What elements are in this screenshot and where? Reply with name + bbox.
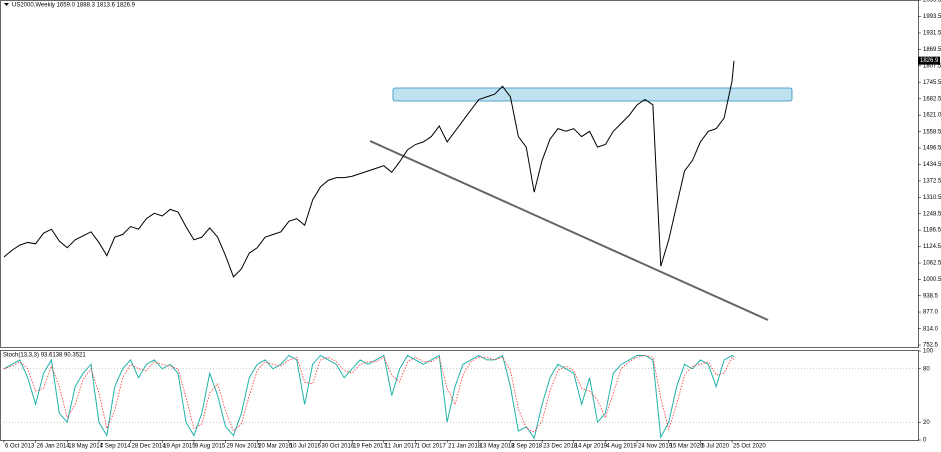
resistance-zone: [392, 87, 793, 102]
x-tick-label: 11 Jun 2017: [385, 444, 418, 450]
x-tick-label: 14 Apr 2019: [575, 444, 608, 450]
trend-line: [369, 140, 769, 321]
y-tick-label: 2055.5: [923, 0, 941, 4]
x-tick-label: 19 Apr 2015: [163, 444, 196, 450]
stoch-y-tick-label: 20: [923, 420, 930, 426]
y-tick-label: 1558.5: [923, 129, 941, 135]
y-tick-label: 1993.5: [923, 14, 941, 20]
main-panel-frame: [0, 0, 919, 348]
stoch-title: Stoch(13,3,3) 93.6138 90.3521: [3, 353, 86, 359]
stoch-panel-frame: [0, 350, 919, 441]
y-tick-label: 1062.5: [923, 261, 941, 267]
y-tick-label: 1310.5: [923, 195, 941, 201]
price-tag-label: 1826.9: [920, 58, 939, 64]
stoch-y-tick-label: 0: [923, 438, 927, 444]
x-tick-label: 1 Oct 2017: [416, 444, 446, 450]
y-tick-label: 1745.5: [923, 80, 941, 86]
stoch-y-tick-label: 100: [923, 349, 934, 355]
y-tick-label: 877.0: [923, 310, 939, 316]
y-tick-label: 752.5: [923, 343, 939, 349]
x-tick-label: 15 Mar 2020: [670, 444, 704, 450]
price-tag-box: [918, 56, 940, 65]
y-tick-label: 1124.5: [923, 244, 941, 250]
y-tick-label: 1186.5: [923, 228, 941, 234]
x-tick-label: 6 Oct 2013: [5, 444, 35, 450]
y-tick-label: 1248.5: [923, 211, 941, 217]
x-tick-label: 24 Nov 2019: [638, 444, 673, 450]
y-tick-label: 1621.0: [923, 113, 941, 119]
y-tick-label: 1807.5: [923, 63, 941, 69]
x-tick-label: 2 Sep 2018: [511, 444, 542, 450]
x-tick-label: 10 Jul 2016: [290, 444, 322, 450]
x-tick-label: 30 Oct 2016: [322, 444, 355, 450]
x-tick-label: 5 Jul 2020: [701, 444, 729, 450]
menu-triangle: [4, 3, 9, 6]
data-line: [3, 354, 735, 440]
stoch-y-tick-label: 80: [923, 366, 930, 372]
x-tick-label: 26 Jan 2014: [37, 444, 71, 450]
y-tick-label: 1682.5: [923, 96, 941, 102]
x-tick-label: 7 Sep 2014: [100, 444, 131, 450]
x-tick-label: 25 Oct 2020: [733, 444, 766, 450]
x-tick-label: 4 Aug 2019: [606, 444, 637, 450]
x-tick-label: 19 Feb 2017: [353, 444, 387, 450]
y-tick-label: 1434.5: [923, 162, 941, 168]
x-tick-label: 13 May 2018: [480, 444, 515, 450]
y-tick-label: 1372.5: [923, 178, 941, 184]
data-line: [3, 355, 735, 433]
x-tick-label: 9 Aug 2015: [195, 444, 226, 450]
y-tick-label: 1869.5: [923, 47, 941, 53]
x-tick-label: 21 Jan 2018: [448, 444, 482, 450]
y-tick-label: 1496.5: [923, 146, 941, 152]
y-tick-label: 1000.5: [923, 277, 941, 283]
x-tick-label: 23 Dec 2018: [543, 444, 578, 450]
data-line: [3, 60, 735, 278]
y-tick-label: 1931.5: [923, 31, 941, 37]
x-tick-label: 20 Mar 2016: [258, 444, 292, 450]
x-tick-label: 28 Dec 2014: [132, 444, 167, 450]
y-tick-label: 938.5: [923, 293, 939, 299]
x-tick-label: 29 Nov 2015: [227, 444, 262, 450]
chart-title: US2000,Weekly 1659.0 1888.3 1813.6 1826.…: [12, 3, 136, 9]
x-tick-label: 18 May 2014: [68, 444, 103, 450]
y-tick-label: 814.0: [923, 326, 939, 332]
